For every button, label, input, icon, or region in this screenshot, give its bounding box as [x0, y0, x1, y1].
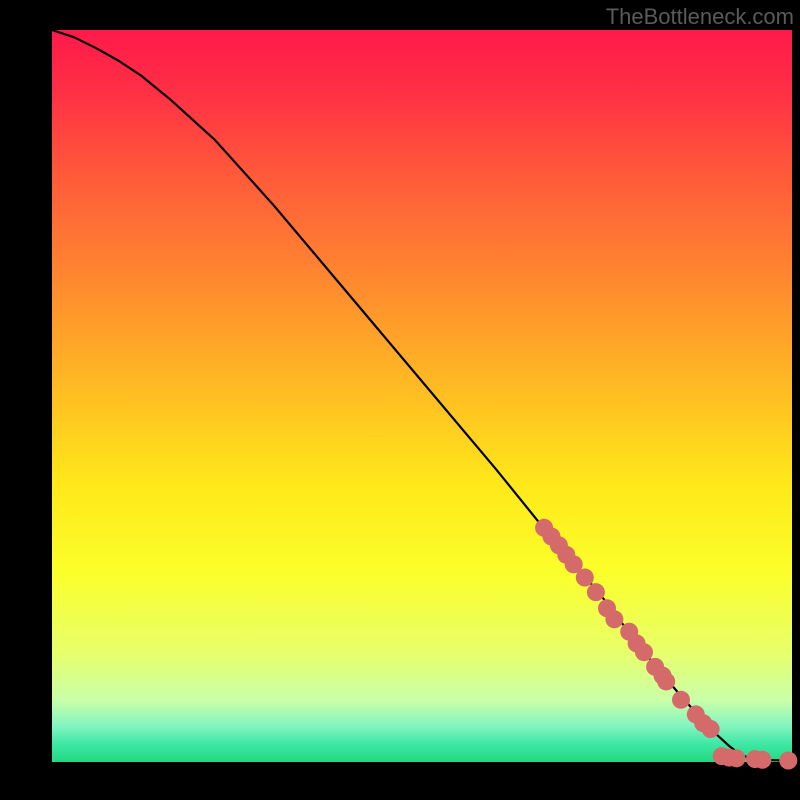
plot-background [52, 30, 792, 762]
chart-svg [0, 0, 800, 800]
data-marker [605, 610, 623, 628]
watermark-text: TheBottleneck.com [606, 4, 794, 30]
data-marker [702, 720, 720, 738]
data-marker [779, 752, 797, 770]
data-marker [576, 569, 594, 587]
data-marker [587, 583, 605, 601]
data-marker [657, 672, 675, 690]
data-marker [672, 691, 690, 709]
data-marker [728, 749, 746, 767]
data-marker [635, 643, 653, 661]
data-marker [753, 751, 771, 769]
chart-container: TheBottleneck.com [0, 0, 800, 800]
